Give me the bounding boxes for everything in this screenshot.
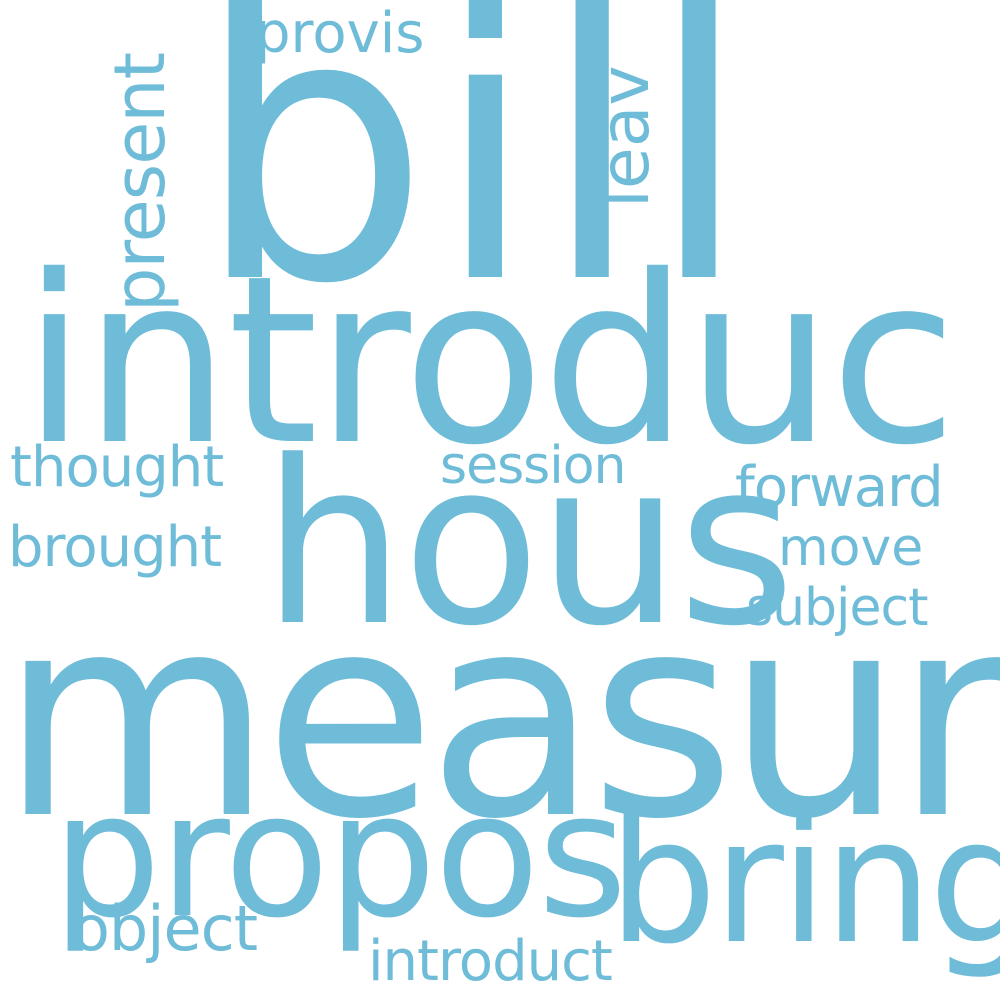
word-move: move	[778, 518, 924, 578]
word-introduct: introduct	[368, 929, 613, 994]
word-brought: brought	[8, 515, 222, 580]
word-thought: thought	[10, 435, 224, 500]
word-bring: bring	[608, 781, 1000, 982]
word-session: session	[440, 436, 626, 496]
word-introduc: introduc	[22, 226, 958, 496]
word-bill: bill	[195, 0, 755, 365]
word-hous: hous	[262, 413, 795, 676]
word-leav: leav	[586, 65, 665, 208]
word-forward: forward	[735, 455, 944, 520]
word-present: present	[99, 52, 181, 312]
word-provis: provis	[255, 1, 425, 66]
word-subject: subject	[746, 578, 928, 638]
word-propos: propos	[52, 755, 627, 956]
word-object: object	[72, 892, 258, 965]
word-measur: measur	[0, 555, 1000, 881]
